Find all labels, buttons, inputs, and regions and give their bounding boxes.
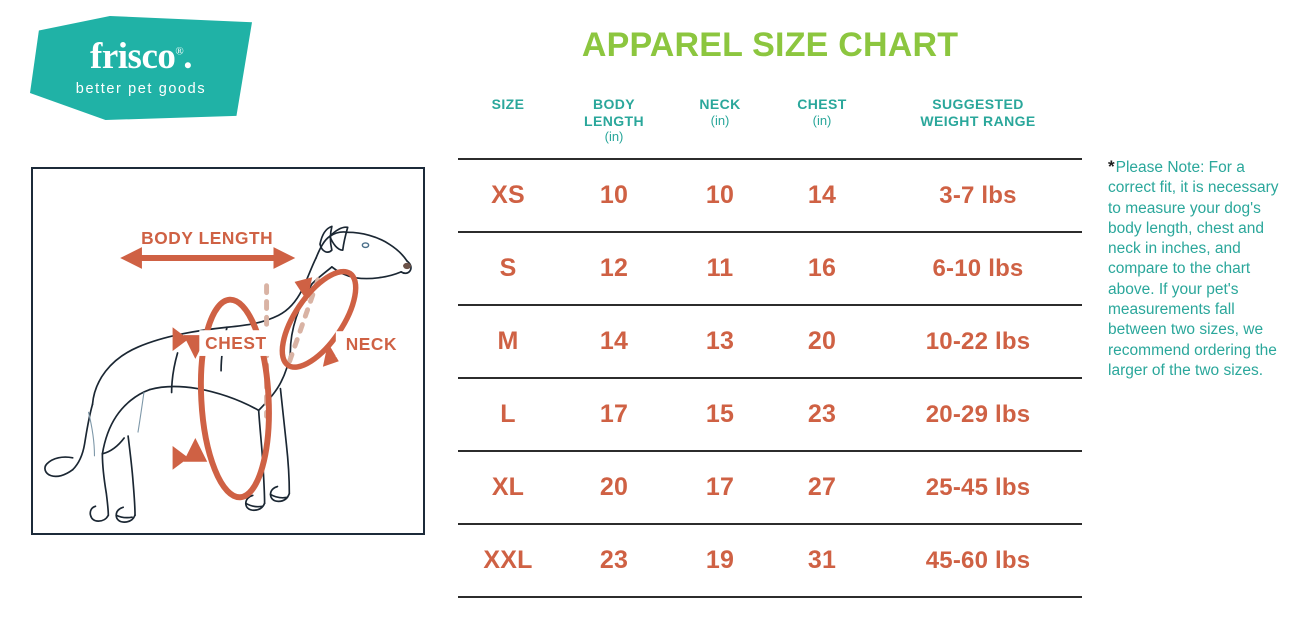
cell-chest: 16 [770,232,874,307]
asterisk-icon: * [1108,157,1115,176]
table-row: XL 20 17 27 25-45 lbs [458,451,1082,526]
cell-weight: 3-7 lbs [874,159,1082,234]
cell-chest: 23 [770,378,874,453]
column-header-neck-label: NECK [699,96,741,112]
column-header-body-length-unit: (in) [604,129,624,145]
column-header-body-length-line1: BODY [592,96,636,112]
table-row: XXL 23 19 31 45-60 lbs [458,524,1082,599]
apparel-size-table: SIZE BODY LENGTH (in) NECK (in) CHEST (i… [458,96,1082,599]
label-chest-text: CHEST [205,333,267,353]
cell-weight: 10-22 lbs [874,305,1082,380]
body-length-arrow-icon [120,247,296,269]
cell-neck: 15 [670,378,770,453]
brand-wordmark: frisco®. [90,36,192,77]
cell-size: S [458,232,558,307]
dog-diagram-svg: BODY LENGTH CHEST CHEST NECK [44,225,412,523]
column-header-weight-range: SUGGESTED WEIGHT RANGE [874,96,1082,161]
cell-neck: 10 [670,159,770,234]
column-header-size-label: SIZE [491,96,525,112]
cell-weight: 6-10 lbs [874,232,1082,307]
chest-arrowheads-icon [172,327,189,470]
cell-size: XL [458,451,558,526]
please-note-block: *Please Note: For a correct fit, it is n… [1108,156,1290,381]
cell-body: 10 [558,159,670,234]
table-row: L 17 15 23 20-29 lbs [458,378,1082,453]
table-header-row: SIZE BODY LENGTH (in) NECK (in) CHEST (i… [458,96,1082,161]
logo-badge-shape [30,16,252,120]
column-header-weight-line2: WEIGHT RANGE [920,112,1036,129]
cell-chest: 14 [770,159,874,234]
neck-label-backing [335,331,408,357]
cell-body: 20 [558,451,670,526]
cell-chest: 31 [770,524,874,599]
cell-neck: 11 [670,232,770,307]
dog-outline-icon [44,225,412,523]
brand-tagline: better pet goods [75,81,207,97]
cell-neck: 13 [670,305,770,380]
neck-arrow-glyphs [294,277,339,367]
neck-guide-dash [285,277,321,368]
cell-size: XXL [458,524,558,599]
cell-neck: 17 [670,451,770,526]
chest-label-backing [199,330,277,356]
brand-logo: frisco®. better pet goods [30,16,252,120]
registered-trademark-icon: ® [175,45,184,58]
column-header-neck: NECK (in) [670,96,770,161]
cell-chest: 27 [770,451,874,526]
brand-name: frisco [90,36,176,77]
chest-measure-icon [197,296,272,501]
cell-body: 14 [558,305,670,380]
label-neck-text: NECK [346,334,397,354]
column-header-size: SIZE [458,96,558,161]
column-header-chest: CHEST (in) [770,96,874,161]
cell-body: 12 [558,232,670,307]
column-header-chest-label: CHEST [797,96,847,112]
cell-body: 23 [558,524,670,599]
table-row: S 12 11 16 6-10 lbs [458,232,1082,307]
table-row: XS 10 10 14 3-7 lbs [458,159,1082,234]
cell-weight: 45-60 lbs [874,524,1082,599]
cell-size: M [458,305,558,380]
cell-body: 17 [558,378,670,453]
label-body-length: BODY LENGTH [141,228,273,248]
column-header-body-length: BODY LENGTH (in) [558,96,670,161]
column-header-body-length-line2: LENGTH [584,112,644,129]
cell-weight: 20-29 lbs [874,378,1082,453]
table-row: M 14 13 20 10-22 lbs [458,305,1082,380]
cell-neck: 19 [670,524,770,599]
column-header-weight-line1: SUGGESTED [932,96,1024,112]
page-title: APPAREL SIZE CHART [581,26,959,64]
cell-weight: 25-45 lbs [874,451,1082,526]
cell-chest: 20 [770,305,874,380]
cell-size: L [458,378,558,453]
cell-size: XS [458,159,558,234]
table-body: XS 10 10 14 3-7 lbs S 12 11 16 6-10 lbs M 14 13 20 10-… [458,159,1082,599]
dog-measurement-diagram: BODY LENGTH CHEST CHEST NECK [31,167,425,535]
please-note-text: Please Note: For a correct fit, it is ne… [1108,159,1279,379]
column-header-chest-unit: (in) [812,112,832,128]
column-header-neck-unit: (in) [710,112,730,128]
